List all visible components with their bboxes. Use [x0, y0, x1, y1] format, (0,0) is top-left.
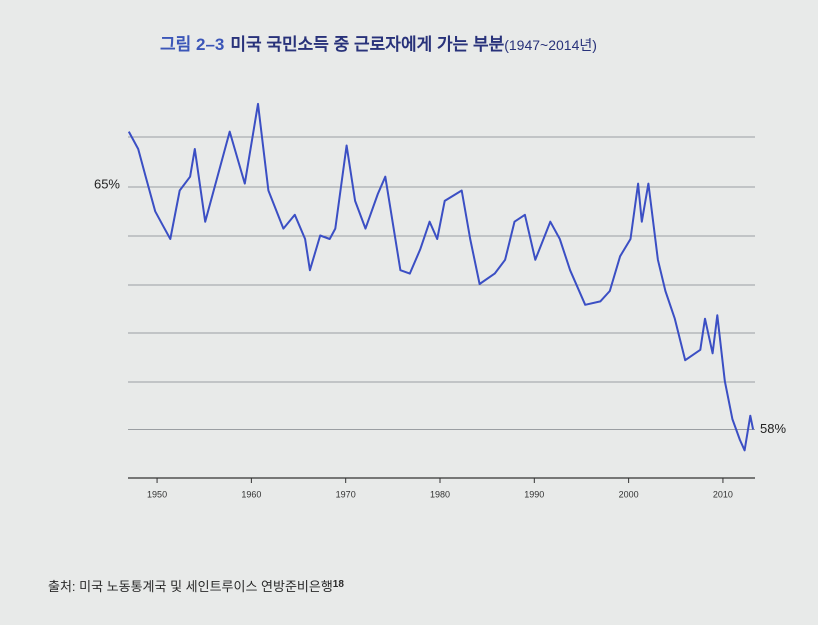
x-tick-label: 2010	[713, 489, 733, 499]
x-tick-label: 1950	[147, 489, 167, 499]
figure-label: 그림 2–3	[160, 35, 224, 54]
source: 출처: 미국 노동통계국 및 세인트루이스 연방준비은행18	[48, 579, 344, 595]
x-tick-label: 2000	[619, 489, 639, 499]
x-tick-label: 1960	[241, 489, 261, 499]
rule-lines	[128, 136, 755, 383]
subtitle: (1947~2014년)	[504, 37, 597, 53]
y-tick-label: 65%	[94, 176, 120, 191]
source-text: 출처: 미국 노동통계국 및 세인트루이스 연방준비은행	[48, 579, 333, 594]
title-text: 미국 국민소득 중 근로자에게 가는 부분	[230, 35, 504, 54]
x-tick-label: 1970	[336, 489, 356, 499]
chart-title: 그림 2–3 미국 국민소득 중 근로자에게 가는 부분(1947~2014년)	[160, 35, 597, 54]
footnote-ref: 18	[333, 579, 345, 590]
data-line	[127, 102, 755, 452]
x-tick-label: 1990	[524, 489, 544, 499]
x-tick-label: 1980	[430, 489, 450, 499]
y-tick-label: 58%	[760, 421, 786, 436]
